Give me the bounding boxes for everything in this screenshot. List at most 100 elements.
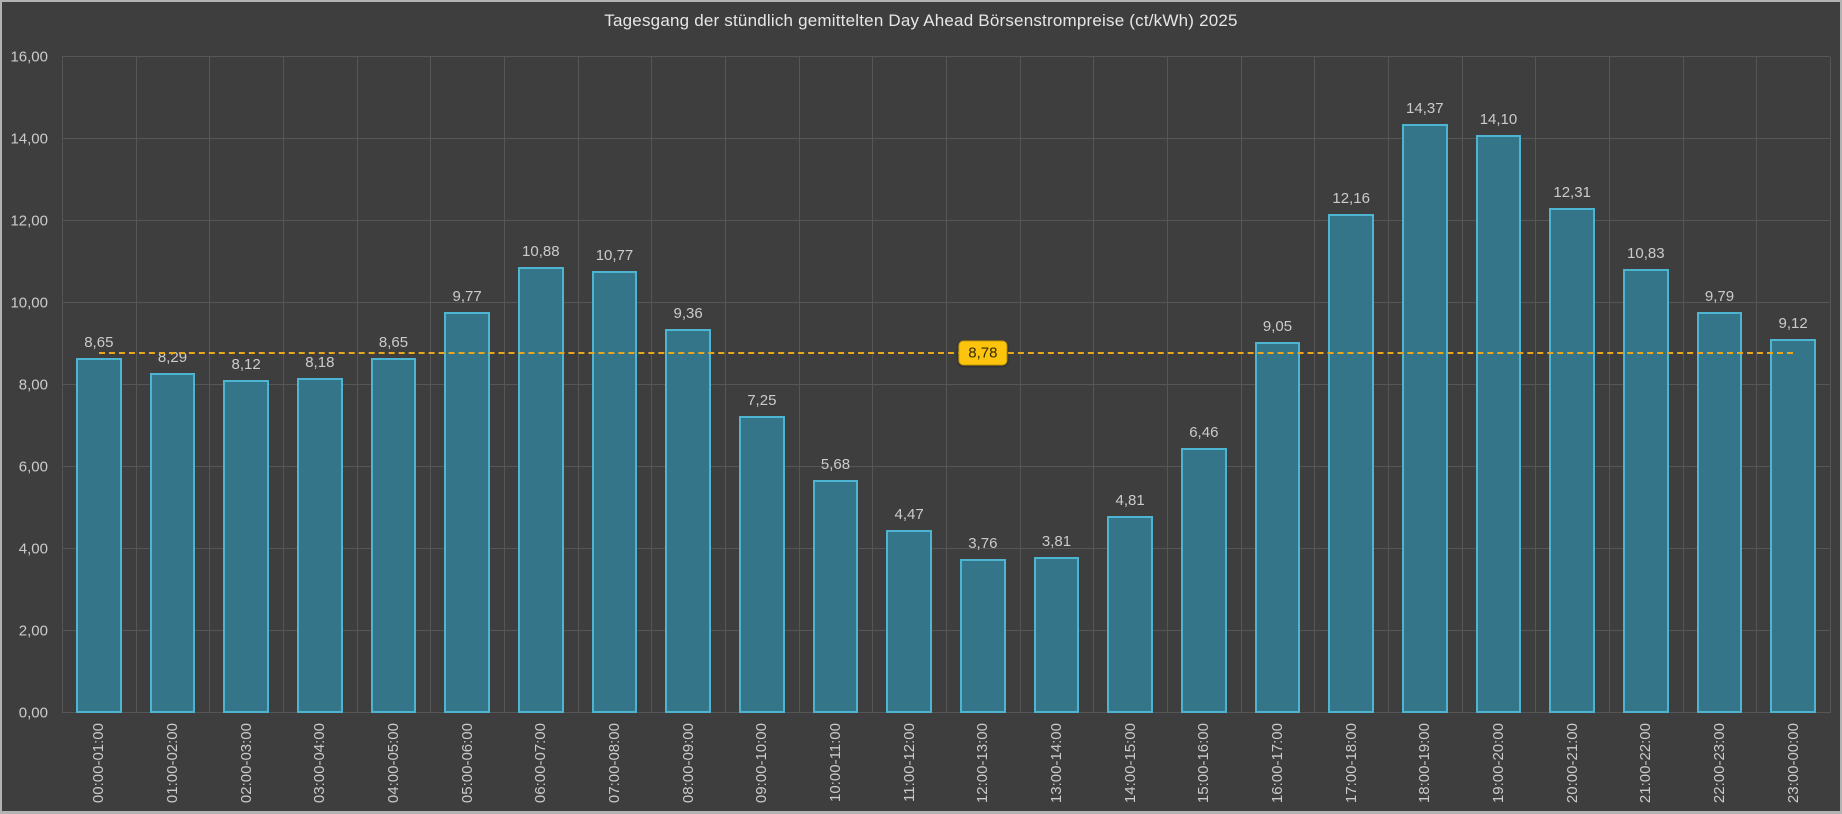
gridline-vertical xyxy=(1830,57,1831,713)
gridline-vertical xyxy=(798,57,800,713)
bar-value-label: 10,77 xyxy=(595,247,634,265)
bar xyxy=(370,358,417,713)
x-axis-tick-label: 19:00-20:00 xyxy=(1490,723,1508,804)
x-axis-tick: 19:00-20:00 xyxy=(1462,716,1536,811)
gridline-vertical xyxy=(504,57,505,713)
bar-column: 14,10 xyxy=(1462,57,1536,713)
x-axis-tick-label: 21:00-22:00 xyxy=(1637,723,1655,804)
bar-value-label: 8,65 xyxy=(84,334,114,352)
x-axis-tick: 22:00-23:00 xyxy=(1683,716,1757,811)
bar xyxy=(812,480,859,713)
bar xyxy=(444,312,490,713)
bar-column: 10,77 xyxy=(578,57,652,713)
bar-column: 8,12 xyxy=(209,57,283,713)
x-axis-tick-label: 06:00-07:00 xyxy=(532,723,550,804)
x-axis-tick: 16:00-17:00 xyxy=(1241,716,1315,811)
bar-value-label: 3,81 xyxy=(1041,532,1072,550)
x-axis-tick-label: 15:00-16:00 xyxy=(1195,723,1213,804)
bar-column: 4,47 xyxy=(872,57,946,713)
x-axis-tick-label: 10:00-11:00 xyxy=(827,723,845,802)
x-axis-tick-label: 09:00-10:00 xyxy=(753,723,771,804)
bar xyxy=(886,529,932,713)
bar xyxy=(665,329,711,713)
bar-column: 8,29 xyxy=(136,57,210,713)
x-axis-tick: 15:00-16:00 xyxy=(1167,716,1241,811)
x-axis-tick-label: 16:00-17:00 xyxy=(1269,723,1287,804)
bar-column: 9,12 xyxy=(1756,57,1830,713)
gridline-vertical xyxy=(1535,57,1537,713)
bar-column: 9,77 xyxy=(430,57,504,713)
y-axis-tick-label: 0,00 xyxy=(18,704,48,722)
bar xyxy=(1401,123,1448,713)
bar-column: 9,79 xyxy=(1683,57,1757,713)
gridline-vertical xyxy=(135,57,137,713)
x-axis-tick-label: 17:00-18:00 xyxy=(1342,723,1360,804)
bar-column: 12,16 xyxy=(1314,57,1388,713)
bar-value-label: 10,83 xyxy=(1627,244,1665,262)
plot-area: 8,65 8,29 8,12 8,18 8,65 9,77 10,88 10,77 9,36 7,… xyxy=(62,56,1831,713)
x-axis-tick-label: 04:00-05:00 xyxy=(385,723,403,804)
y-axis-tick-label: 6,00 xyxy=(18,458,48,476)
gridline-vertical xyxy=(283,57,284,713)
gridline-vertical xyxy=(1609,57,1610,713)
bar-value-label: 14,37 xyxy=(1406,99,1444,117)
bar-value-label: 12,16 xyxy=(1332,190,1370,208)
chart-title: Tagesgang der stündlich gemittelten Day … xyxy=(604,11,1238,30)
x-axis-tick-label: 02:00-03:00 xyxy=(237,723,255,804)
bar-column: 8,18 xyxy=(283,57,357,713)
gridline-vertical xyxy=(1388,57,1389,713)
bar-column: 9,36 xyxy=(651,57,725,713)
x-axis-tick: 18:00-19:00 xyxy=(1388,716,1462,811)
y-axis-tick-label: 2,00 xyxy=(18,622,48,640)
x-axis-tick-label: 05:00-06:00 xyxy=(458,723,476,804)
x-axis-tick: 06:00-07:00 xyxy=(504,716,578,811)
bar xyxy=(75,358,122,713)
gridline-vertical xyxy=(1167,57,1168,713)
bar-column: 4,81 xyxy=(1093,57,1167,713)
x-axis-tick-label: 20:00-21:00 xyxy=(1563,723,1581,804)
bar xyxy=(1622,268,1669,713)
bar-value-label: 9,12 xyxy=(1778,315,1808,333)
gridline-vertical xyxy=(725,57,726,713)
x-axis-tick: 05:00-06:00 xyxy=(430,716,504,811)
bar-value-label: 7,25 xyxy=(747,391,777,409)
bar-value-label: 9,36 xyxy=(673,305,703,323)
x-axis-tick: 23:00-00:00 xyxy=(1756,716,1830,811)
bar-column: 10,88 xyxy=(504,57,578,713)
bar-value-label: 12,31 xyxy=(1553,184,1591,202)
x-axis-tick: 09:00-10:00 xyxy=(725,716,799,811)
bar-column: 8,65 xyxy=(357,57,431,713)
x-axis-tick-label: 07:00-08:00 xyxy=(606,723,624,804)
gridline-vertical xyxy=(1682,57,1684,713)
bar-value-label: 4,81 xyxy=(1115,491,1145,509)
average-value-badge: 8,78 xyxy=(958,340,1008,366)
x-axis-tick: 02:00-03:00 xyxy=(209,716,283,811)
gridline-vertical xyxy=(1093,57,1095,713)
x-axis-tick-label: 11:00-12:00 xyxy=(900,723,918,802)
x-axis-tick-label: 22:00-23:00 xyxy=(1711,723,1729,804)
bar-value-label: 10,88 xyxy=(522,242,560,260)
y-axis-tick-label: 16,00 xyxy=(10,48,48,66)
gridline-horizontal xyxy=(62,56,1830,57)
bar xyxy=(1696,311,1743,713)
x-axis-tick: 20:00-21:00 xyxy=(1535,716,1609,811)
bar xyxy=(1254,341,1301,713)
gridline-vertical xyxy=(577,57,579,713)
gridline-vertical xyxy=(1240,57,1242,713)
bar xyxy=(517,266,564,713)
bar-value-label: 8,18 xyxy=(305,353,335,371)
gridline-vertical xyxy=(1461,57,1463,713)
x-axis: 00:00-01:00 01:00-02:00 02:00-03:00 03:00-0… xyxy=(62,716,1830,811)
x-axis-tick: 13:00-14:00 xyxy=(1020,716,1094,811)
bar-column: 3,81 xyxy=(1020,57,1094,713)
bar xyxy=(1770,339,1816,713)
x-axis-tick-label: 12:00-13:00 xyxy=(974,723,992,804)
bar xyxy=(296,377,343,713)
x-axis-tick-label: 14:00-15:00 xyxy=(1121,723,1139,804)
x-axis-tick: 03:00-04:00 xyxy=(283,716,357,811)
x-axis-tick-label: 03:00-04:00 xyxy=(311,723,329,804)
bar xyxy=(1180,448,1227,713)
bar-column: 8,65 xyxy=(62,57,136,713)
y-axis-tick-label: 12,00 xyxy=(10,212,48,230)
x-axis-tick: 04:00-05:00 xyxy=(357,716,431,811)
